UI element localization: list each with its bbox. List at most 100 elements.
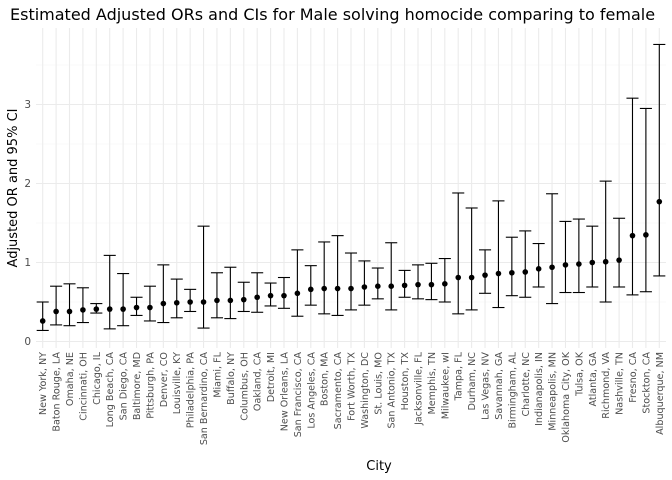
estimate-point: [616, 257, 622, 263]
estimate-point: [254, 294, 260, 301]
x-tick-label: Memphis, TN: [427, 352, 438, 415]
estimate-point: [93, 306, 100, 312]
estimate-point: [656, 198, 663, 205]
errorbar: [210, 272, 223, 319]
x-tick-label: Birmingham, AL: [507, 351, 518, 428]
errorbar: [613, 217, 626, 288]
y-axis-ticks: 0 1 2 3: [24, 99, 31, 348]
x-tick-label: Jacksonville, FL: [414, 351, 425, 426]
x-tick-label: San Antonio, TX: [387, 352, 398, 429]
x-tick-label: Long Beach, CA: [105, 352, 116, 428]
errorbar: [76, 287, 89, 324]
x-tick-label: San Francisco, CA: [293, 352, 304, 438]
x-tick-label: Indianapolis, IN: [534, 352, 545, 426]
estimate-point: [120, 306, 126, 312]
y-tick-label: 1: [24, 257, 31, 269]
estimate-point: [495, 270, 502, 277]
points: [39, 198, 663, 324]
estimate-point: [535, 266, 542, 272]
x-tick-label: San Diego, CA: [119, 352, 130, 421]
errorbar: [143, 285, 156, 322]
errorbar: [639, 107, 652, 293]
x-tick-label: Detroit, MI: [266, 352, 277, 402]
errorbar: [385, 242, 398, 311]
estimate-point: [334, 285, 341, 292]
estimate-point: [227, 297, 234, 304]
x-tick-label: Minneapolis, MN: [548, 352, 559, 431]
estimate-point: [509, 269, 515, 276]
x-tick-label: Baton Rouge, LA: [52, 352, 63, 432]
x-tick-label: Omaha, NE: [65, 352, 76, 406]
x-tick-label: Fresno, CA: [628, 352, 639, 403]
x-tick-label: Tulsa, OK: [574, 351, 585, 397]
x-tick-label: New York, NY: [38, 352, 49, 415]
estimate-point: [643, 232, 649, 238]
errorbar: [50, 285, 63, 326]
estimate-point: [455, 274, 462, 281]
x-tick-label: Louisville, KY: [172, 352, 183, 414]
x-tick-label: Cincinnati, OH: [78, 352, 89, 421]
estimate-point: [549, 264, 555, 271]
x-tick-label: Pittsburgh, PA: [145, 352, 156, 419]
errorbar: [532, 242, 545, 288]
y-tick-label: 2: [24, 178, 31, 190]
errorbar: [653, 43, 666, 277]
x-tick-label: Albuquerque, NM: [655, 352, 666, 435]
estimate-point: [133, 304, 140, 311]
estimate-point: [361, 284, 368, 290]
x-tick-label: San Bernardino, CA: [199, 352, 210, 446]
x-tick-label: Los Angeles, CA: [306, 352, 317, 429]
x-tick-label: Buffalo, NY: [226, 352, 237, 405]
x-tick-label: Washington, DC: [360, 352, 371, 429]
x-tick-label: Baltimore, MD: [132, 352, 143, 420]
x-tick-label: New Orleans, LA: [279, 352, 290, 432]
errorbar: [304, 265, 317, 306]
estimate-point: [160, 300, 167, 307]
errorbar: [344, 252, 358, 311]
estimate-point: [66, 308, 73, 315]
x-axis-title: City: [366, 459, 392, 474]
estimate-point: [388, 283, 395, 290]
estimate-point: [562, 262, 569, 268]
estimate-point: [200, 299, 207, 305]
errorbar: [36, 301, 49, 331]
estimate-point: [39, 318, 46, 324]
estimate-point: [348, 285, 354, 292]
errorbar: [452, 192, 465, 315]
chart-title: Estimated Adjusted ORs and CIs for Male …: [10, 5, 655, 24]
y-axis-title: Adjusted OR and 95% CI: [6, 109, 21, 268]
y-tick-label: 3: [24, 99, 31, 111]
errorbar: [519, 230, 532, 298]
errorbar: [626, 97, 639, 296]
errorbar: [479, 249, 492, 294]
estimate-point: [53, 308, 59, 315]
estimate-point: [321, 285, 327, 292]
errorbar: [438, 257, 451, 303]
x-tick-label: Boston, MA: [320, 352, 331, 407]
errorbar: [358, 260, 371, 306]
x-tick-label: Denver, CO: [159, 352, 170, 408]
errorbars: [36, 43, 666, 331]
estimate-point: [468, 274, 475, 281]
errorbar: [291, 249, 304, 317]
errorbar: [197, 225, 210, 329]
x-tick-label: Las Vegas, NV: [481, 352, 492, 420]
x-tick-label: Nashville, TN: [615, 352, 626, 415]
errorbar: [170, 278, 183, 319]
estimate-point: [522, 269, 529, 275]
errorbar: [425, 262, 438, 301]
estimate-point: [401, 282, 408, 289]
estimate-point: [173, 299, 180, 306]
x-tick-label: Oklahoma City, OK: [561, 351, 572, 442]
x-tick-label: Fort Worth, TX: [347, 352, 358, 421]
x-tick-label: Miami, FL: [212, 351, 223, 397]
estimate-point: [240, 296, 247, 303]
errorbar: [331, 235, 344, 316]
x-tick-label: Oakland, CA: [253, 352, 264, 411]
errorbar: [572, 218, 585, 294]
estimate-point: [576, 261, 582, 267]
x-tick-label: Milwaukee, wI: [440, 352, 451, 419]
x-tick-label: Tampa, FL: [454, 351, 465, 401]
estimate-point: [482, 272, 488, 278]
